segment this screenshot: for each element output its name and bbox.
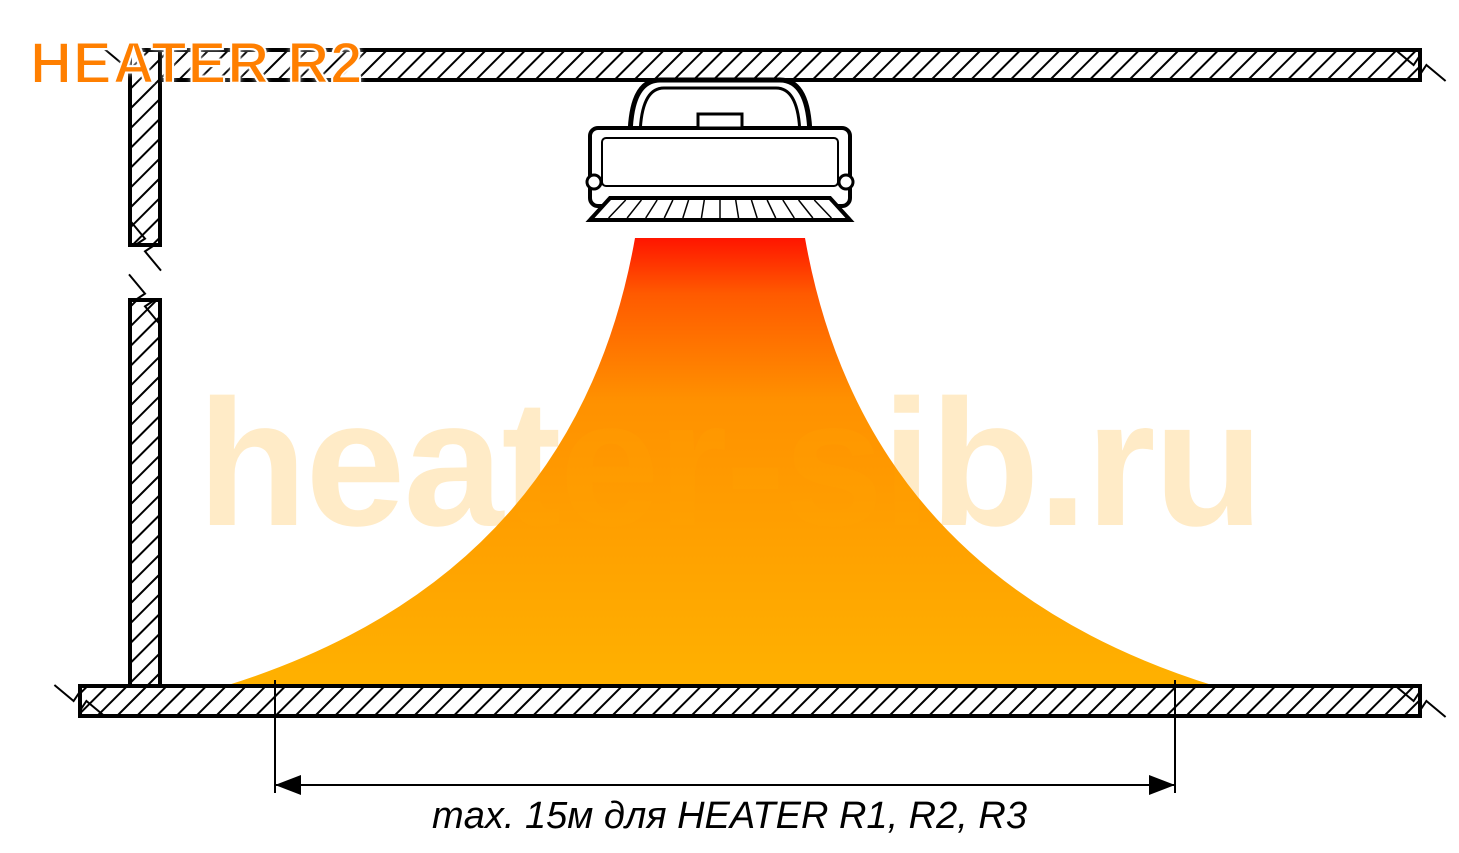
product-title: HEATER R2: [30, 30, 363, 97]
heat-cone: [225, 238, 1215, 703]
diagram-canvas: [0, 0, 1459, 853]
dimension-label: max. 15м для HEATER R1, R2, R3: [0, 795, 1459, 838]
heater-unit: [587, 80, 853, 220]
